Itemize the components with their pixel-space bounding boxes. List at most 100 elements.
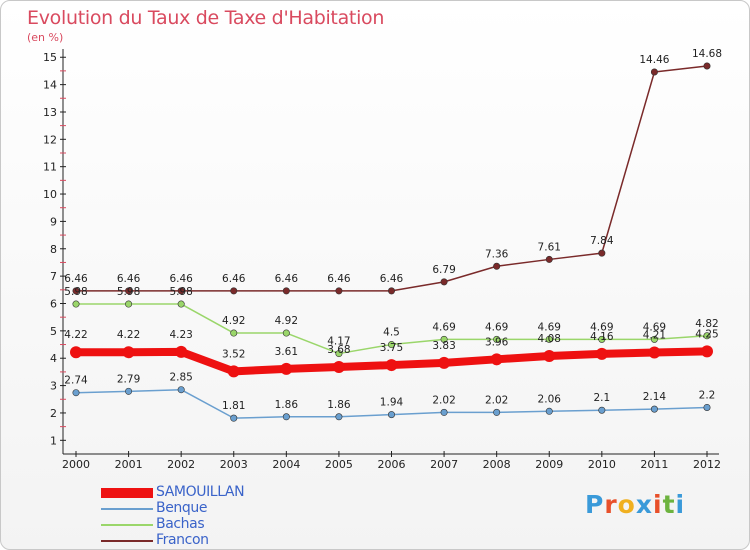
brand-letter: x (635, 490, 653, 519)
legend-item-francon: Francon (101, 532, 301, 549)
data-point-francon (703, 62, 711, 70)
data-point-francon (230, 287, 238, 295)
data-label-samouillan: 4.16 (590, 331, 614, 343)
x-tick-label: 2001 (115, 458, 143, 471)
x-tick-label: 2006 (378, 458, 406, 471)
legend-swatch-benque (101, 508, 153, 510)
legend-label-francon: Francon (156, 532, 209, 548)
legend-label-bachas: Bachas (156, 516, 205, 532)
data-label-bachas: 4.69 (643, 321, 666, 333)
data-point-bachas (650, 335, 658, 343)
data-label-samouillan: 4.21 (643, 329, 666, 341)
legend-label-benque: Benque (156, 500, 208, 516)
y-tick-label: 6 (50, 297, 57, 310)
data-label-francon: 6.46 (169, 273, 193, 285)
data-label-benque: 2.2 (699, 389, 716, 401)
data-label-benque: 2.14 (643, 391, 667, 403)
data-point-francon (387, 287, 395, 295)
data-label-francon: 7.36 (485, 248, 509, 260)
data-point-samouillan (701, 345, 713, 358)
y-tick-label: 1 (50, 434, 57, 447)
data-label-francon: 14.68 (692, 48, 722, 60)
data-point-bachas (72, 300, 80, 308)
data-point-bachas (335, 350, 343, 358)
x-tick-label: 2012 (693, 458, 721, 471)
x-tick-label: 2000 (62, 458, 90, 471)
chart-title: Evolution du Taux de Taxe d'Habitation (27, 7, 385, 29)
data-label-bachas: 4.69 (485, 321, 508, 333)
y-tick-label: 5 (50, 325, 57, 338)
data-label-benque: 2.79 (117, 373, 140, 385)
data-point-bachas (282, 329, 290, 337)
data-point-benque (650, 405, 658, 413)
x-tick-label: 2011 (640, 458, 668, 471)
data-label-benque: 2.85 (169, 372, 192, 384)
data-point-bachas (598, 335, 606, 343)
data-label-francon: 6.46 (380, 273, 404, 285)
data-point-benque (177, 386, 185, 394)
data-point-samouillan (543, 350, 556, 363)
data-label-francon: 6.46 (327, 273, 351, 285)
data-point-benque (72, 389, 80, 397)
data-label-bachas: 4.92 (275, 315, 298, 327)
data-label-bachas: 5.98 (64, 286, 87, 298)
data-point-benque (545, 407, 553, 415)
data-label-bachas: 4.69 (538, 321, 561, 333)
x-tick-label: 2008 (483, 458, 511, 471)
x-tick-label: 2003 (220, 458, 248, 471)
data-point-benque (125, 387, 133, 395)
data-label-francon: 6.46 (117, 273, 141, 285)
data-label-bachas: 4.69 (432, 321, 455, 333)
data-point-benque (703, 403, 711, 411)
data-label-francon: 6.46 (222, 273, 246, 285)
y-tick-label: 4 (50, 352, 57, 365)
series-lines (70, 62, 713, 422)
data-point-francon (440, 278, 448, 286)
data-point-samouillan (648, 346, 661, 359)
data-point-bachas (230, 329, 238, 337)
x-tick-label: 2005 (325, 458, 353, 471)
data-label-bachas: 4.69 (590, 321, 613, 333)
data-point-bachas (177, 300, 185, 308)
data-label-benque: 1.81 (222, 400, 245, 412)
data-label-benque: 2.06 (538, 393, 562, 405)
data-point-samouillan (70, 346, 82, 359)
legend-item-samouillan: SAMOUILLAN (101, 484, 301, 501)
y-tick-label: 9 (50, 215, 57, 228)
legend: SAMOUILLAN Benque Bachas Francon (101, 484, 301, 549)
data-label-benque: 1.86 (327, 399, 351, 411)
data-label-francon: 6.46 (64, 273, 88, 285)
x-tick-label: 2009 (535, 458, 563, 471)
unit-label: (en %) (27, 31, 64, 44)
y-tick-label: 2 (50, 407, 57, 420)
y-tick-label: 3 (50, 380, 57, 393)
y-tick-label: 8 (50, 243, 57, 256)
data-label-francon: 14.46 (639, 54, 669, 66)
data-point-samouillan (280, 362, 293, 375)
data-label-samouillan: 4.25 (695, 328, 718, 340)
legend-item-bachas: Bachas (101, 516, 301, 533)
brand-letter: i (653, 490, 663, 519)
data-label-samouillan: 4.22 (117, 329, 140, 341)
data-label-benque: 2.02 (485, 394, 508, 406)
y-tick-label: 14 (43, 79, 57, 92)
y-tick-label: 13 (43, 106, 57, 119)
brand-letter: P (585, 490, 605, 519)
data-point-samouillan (175, 345, 188, 358)
brand-letter: i (675, 490, 686, 519)
data-label-benque: 1.86 (275, 399, 299, 411)
legend-item-benque: Benque (101, 500, 301, 517)
legend-swatch-bachas (101, 524, 153, 526)
data-point-francon (650, 68, 658, 76)
data-label-francon: 7.84 (590, 235, 614, 247)
data-label-benque: 2.1 (593, 392, 610, 404)
legend-swatch-samouillan (101, 488, 153, 498)
data-point-samouillan (595, 347, 608, 360)
x-tick-label: 2010 (588, 458, 616, 471)
data-label-benque: 2.74 (64, 375, 88, 387)
x-tick-label: 2007 (430, 458, 458, 471)
data-point-benque (598, 406, 606, 414)
data-label-samouillan: 3.96 (485, 336, 509, 348)
